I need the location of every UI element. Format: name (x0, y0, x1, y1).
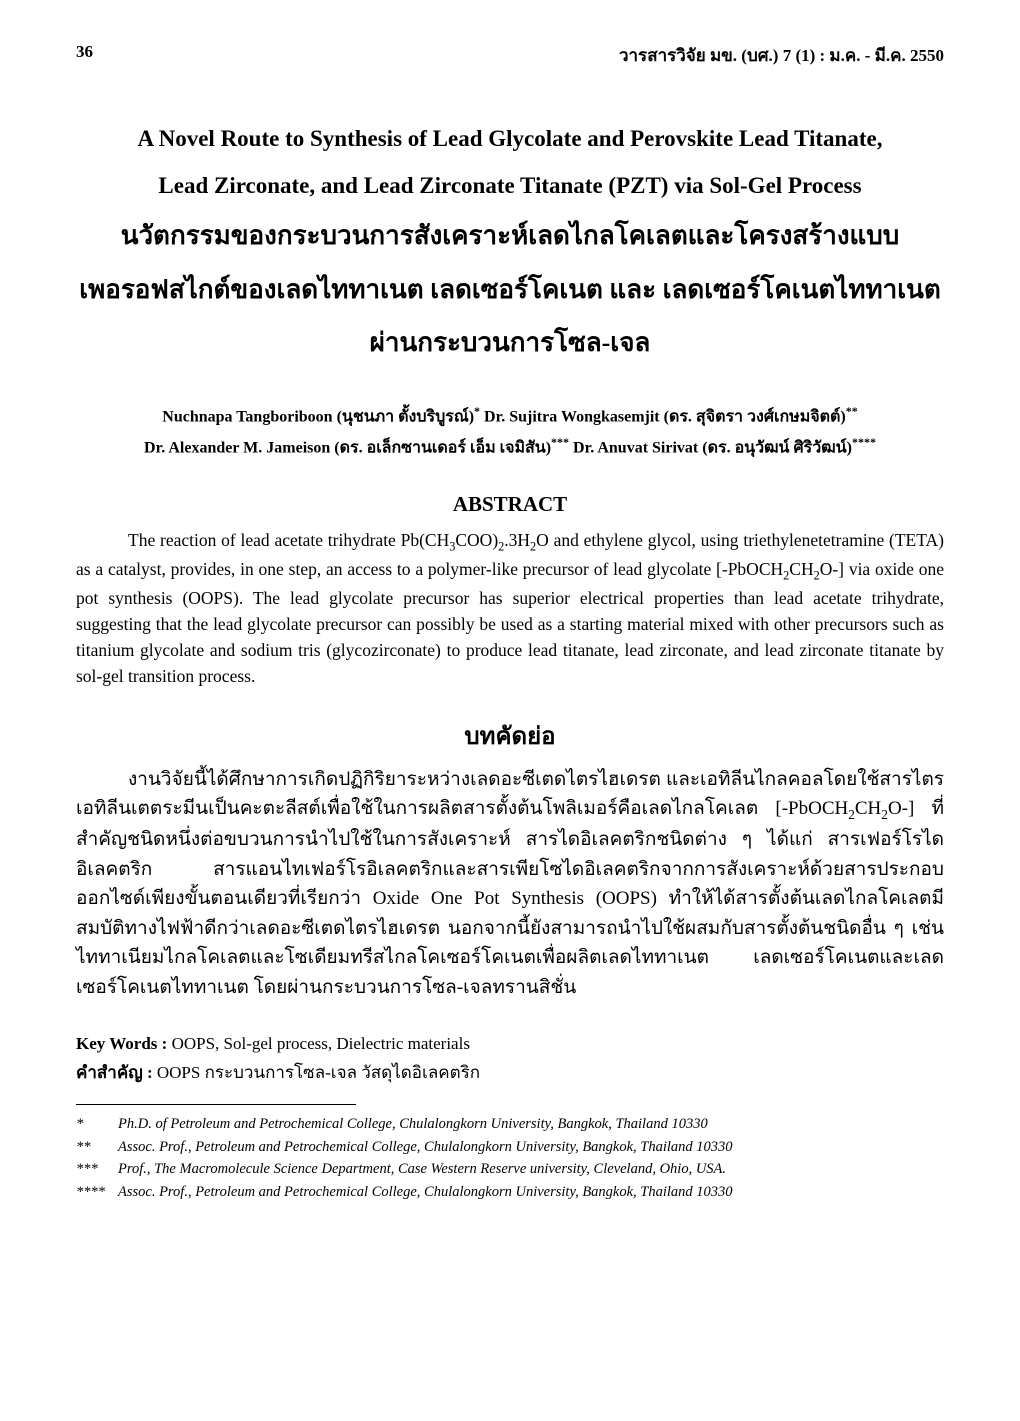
keywords-en: Key Words : OOPS, Sol-gel process, Diele… (76, 1030, 944, 1057)
footnote-mark: ** (76, 1136, 118, 1158)
title-th-line1: นวัตกรรมของกระบวนการสังเคราะห์เลดไกลโคเล… (76, 209, 944, 262)
running-header: 36 วารสารวิจัย มข. (บศ.) 7 (1) : ม.ค. - … (76, 42, 944, 69)
journal-reference: วารสารวิจัย มข. (บศ.) 7 (1) : ม.ค. - มี.… (619, 42, 944, 69)
footnote-text: Assoc. Prof., Petroleum and Petrochemica… (118, 1181, 733, 1203)
author-2-name: Dr. Sujitra Wongkasemjit (ดร. สุจิตรา วง… (480, 409, 846, 426)
abstract-text: .3H (504, 530, 530, 550)
article-title: A Novel Route to Synthesis of Lead Glyco… (76, 115, 944, 369)
keywords-label-en: Key Words : (76, 1034, 167, 1053)
footnote-text: Assoc. Prof., Petroleum and Petrochemica… (118, 1136, 733, 1158)
abstract-body-en: The reaction of lead acetate trihydrate … (76, 527, 944, 690)
keywords-th: คำสำคัญ : OOPS กระบวนการโซล-เจล วัสดุไดอ… (76, 1059, 944, 1086)
abstract-th-text: CH (855, 798, 881, 819)
abstract-body-th: งานวิจัยนี้ได้ศึกษาการเกิดปฏิกิริยาระหว่… (76, 765, 944, 1002)
author-line-2: Dr. Alexander M. Jameison (ดร. อเล็กซานเ… (76, 432, 944, 462)
footnote-2: ** Assoc. Prof., Petroleum and Petrochem… (76, 1136, 944, 1158)
author-1-name: Nuchnapa Tangboriboon (นุชนภา ตั้งบริบูร… (162, 409, 474, 426)
footnote-mark: *** (76, 1158, 118, 1180)
author-block: Nuchnapa Tangboriboon (นุชนภา ตั้งบริบูร… (76, 401, 944, 462)
abstract-heading-th: บทคัดย่อ (76, 716, 944, 755)
abstract-th-text: O-] ที่สำคัญชนิดหนึ่งต่อขบวนการนำไปใช้ใน… (76, 798, 944, 998)
keywords-label-th: คำสำคัญ : (76, 1063, 153, 1082)
footnote-3: *** Prof., The Macromolecule Science Dep… (76, 1158, 944, 1180)
footnote-mark: **** (76, 1181, 118, 1203)
footnote-1: * Ph.D. of Petroleum and Petrochemical C… (76, 1113, 944, 1135)
title-en-line1: A Novel Route to Synthesis of Lead Glyco… (76, 115, 944, 162)
page-number: 36 (76, 42, 93, 69)
footnote-mark: * (76, 1113, 118, 1135)
author-4-name: Dr. Anuvat Sirivat (ดร. อนุวัฒน์ ศิริวัฒ… (569, 439, 852, 456)
title-en-line2: Lead Zirconate, and Lead Zirconate Titan… (76, 162, 944, 209)
author-3-mark: *** (551, 435, 569, 449)
footnotes: * Ph.D. of Petroleum and Petrochemical C… (76, 1113, 944, 1203)
footnote-text: Prof., The Macromolecule Science Departm… (118, 1158, 726, 1180)
footnote-text: Ph.D. of Petroleum and Petrochemical Col… (118, 1113, 708, 1135)
title-th-line3: ผ่านกระบวนการโซล-เจล (76, 316, 944, 369)
author-4-mark: **** (852, 435, 876, 449)
sub-2: 2 (848, 807, 855, 822)
footnote-4: **** Assoc. Prof., Petroleum and Petroch… (76, 1181, 944, 1203)
author-line-1: Nuchnapa Tangboriboon (นุชนภา ตั้งบริบูร… (76, 401, 944, 431)
abstract-th-text: งานวิจัยนี้ได้ศึกษาการเกิดปฏิกิริยาระหว่… (76, 769, 944, 819)
title-th-line2: เพอรอฟสไกต์ของเลดไททาเนต เลดเซอร์โคเนต แ… (76, 263, 944, 316)
abstract-heading-en: ABSTRACT (76, 492, 944, 517)
keywords-value-th: OOPS กระบวนการโซล-เจล วัสดุไดอิเลคตริก (153, 1063, 480, 1082)
sub-2: 2 (881, 807, 888, 822)
author-2-mark: ** (846, 404, 858, 418)
abstract-text: CH (789, 559, 813, 579)
footnote-rule (76, 1104, 356, 1105)
author-3-name: Dr. Alexander M. Jameison (ดร. อเล็กซานเ… (144, 439, 551, 456)
abstract-text: COO) (455, 530, 498, 550)
keywords-value-en: OOPS, Sol-gel process, Dielectric materi… (167, 1034, 470, 1053)
keywords-block: Key Words : OOPS, Sol-gel process, Diele… (76, 1030, 944, 1086)
abstract-text: The reaction of lead acetate trihydrate … (128, 530, 449, 550)
